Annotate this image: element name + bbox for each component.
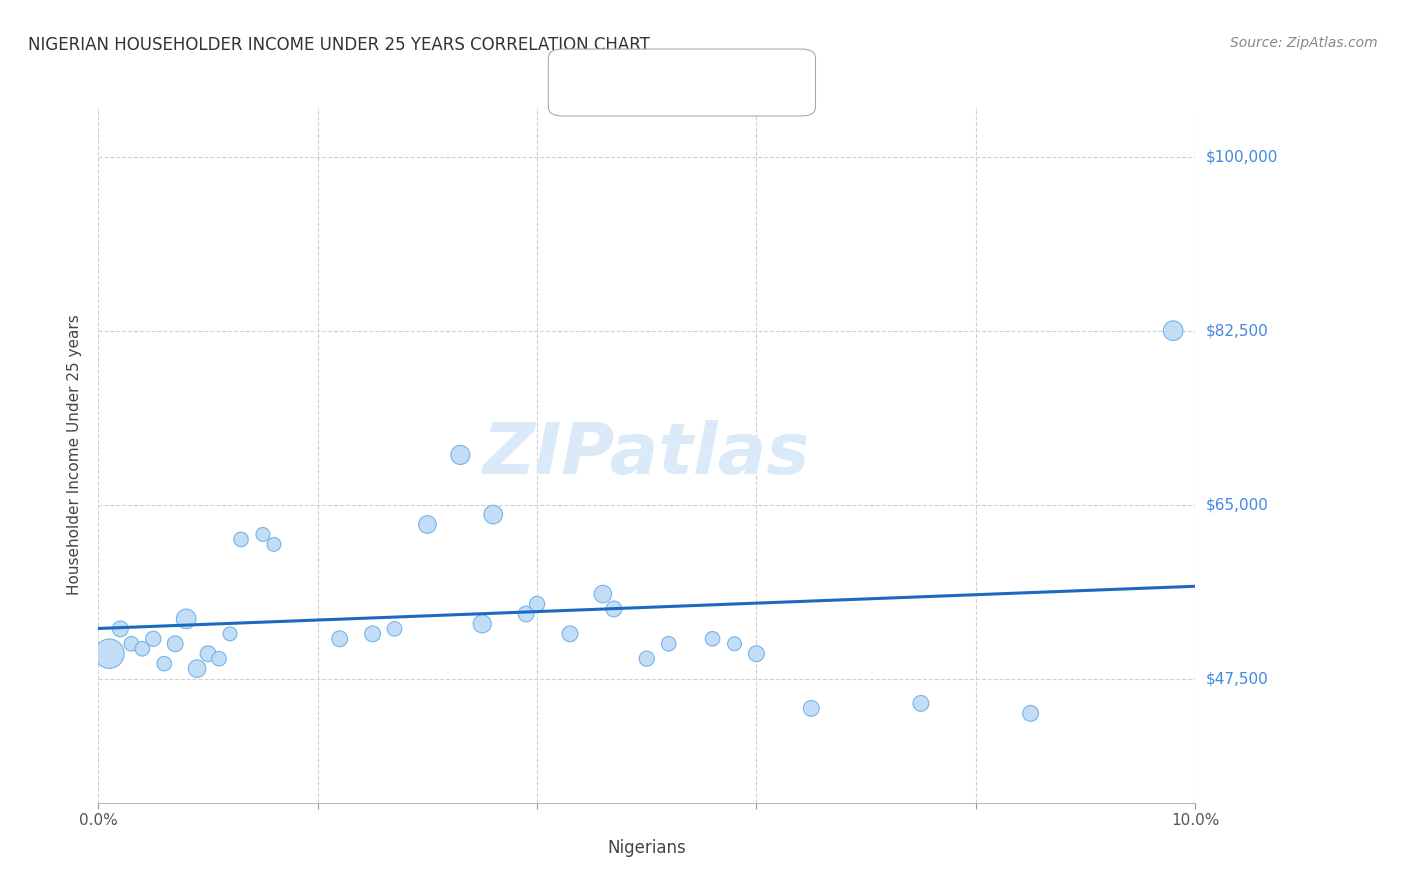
- Point: [702, 632, 724, 646]
- Point: [449, 448, 471, 462]
- Point: [186, 662, 208, 676]
- Text: $100,000: $100,000: [1206, 149, 1278, 164]
- Point: [361, 627, 384, 641]
- Text: 36: 36: [720, 73, 745, 92]
- Point: [174, 612, 197, 626]
- Point: [636, 651, 658, 665]
- Text: $47,500: $47,500: [1206, 671, 1270, 686]
- Point: [110, 622, 132, 636]
- Point: [603, 602, 626, 616]
- Point: [416, 517, 439, 532]
- Point: [471, 616, 494, 631]
- Point: [208, 651, 231, 665]
- Point: [723, 637, 745, 651]
- Point: [745, 647, 768, 661]
- Point: [526, 597, 548, 611]
- Point: [482, 508, 505, 522]
- Text: N =: N =: [671, 73, 723, 92]
- Point: [658, 637, 681, 651]
- Point: [165, 637, 187, 651]
- Point: [263, 537, 285, 551]
- Point: [229, 533, 252, 547]
- Text: $65,000: $65,000: [1206, 497, 1270, 512]
- Point: [910, 697, 932, 711]
- Point: [1161, 324, 1184, 338]
- Y-axis label: Householder Income Under 25 years: Householder Income Under 25 years: [67, 315, 83, 595]
- Point: [219, 627, 242, 641]
- Text: R =: R =: [579, 73, 619, 92]
- Point: [515, 607, 537, 621]
- Point: [329, 632, 352, 646]
- Point: [800, 701, 823, 715]
- Point: [558, 627, 581, 641]
- X-axis label: Nigerians: Nigerians: [607, 839, 686, 857]
- Point: [197, 647, 219, 661]
- Text: NIGERIAN HOUSEHOLDER INCOME UNDER 25 YEARS CORRELATION CHART: NIGERIAN HOUSEHOLDER INCOME UNDER 25 YEA…: [28, 36, 650, 54]
- Point: [131, 641, 153, 656]
- Text: Source: ZipAtlas.com: Source: ZipAtlas.com: [1230, 36, 1378, 50]
- Point: [153, 657, 176, 671]
- Text: $82,500: $82,500: [1206, 323, 1270, 338]
- Point: [98, 647, 121, 661]
- Text: ZIPatlas: ZIPatlas: [484, 420, 810, 490]
- Point: [252, 527, 274, 541]
- Point: [1019, 706, 1042, 721]
- Point: [142, 632, 165, 646]
- Text: 0.045: 0.045: [621, 73, 678, 92]
- Point: [384, 622, 406, 636]
- Point: [592, 587, 614, 601]
- Point: [120, 637, 142, 651]
